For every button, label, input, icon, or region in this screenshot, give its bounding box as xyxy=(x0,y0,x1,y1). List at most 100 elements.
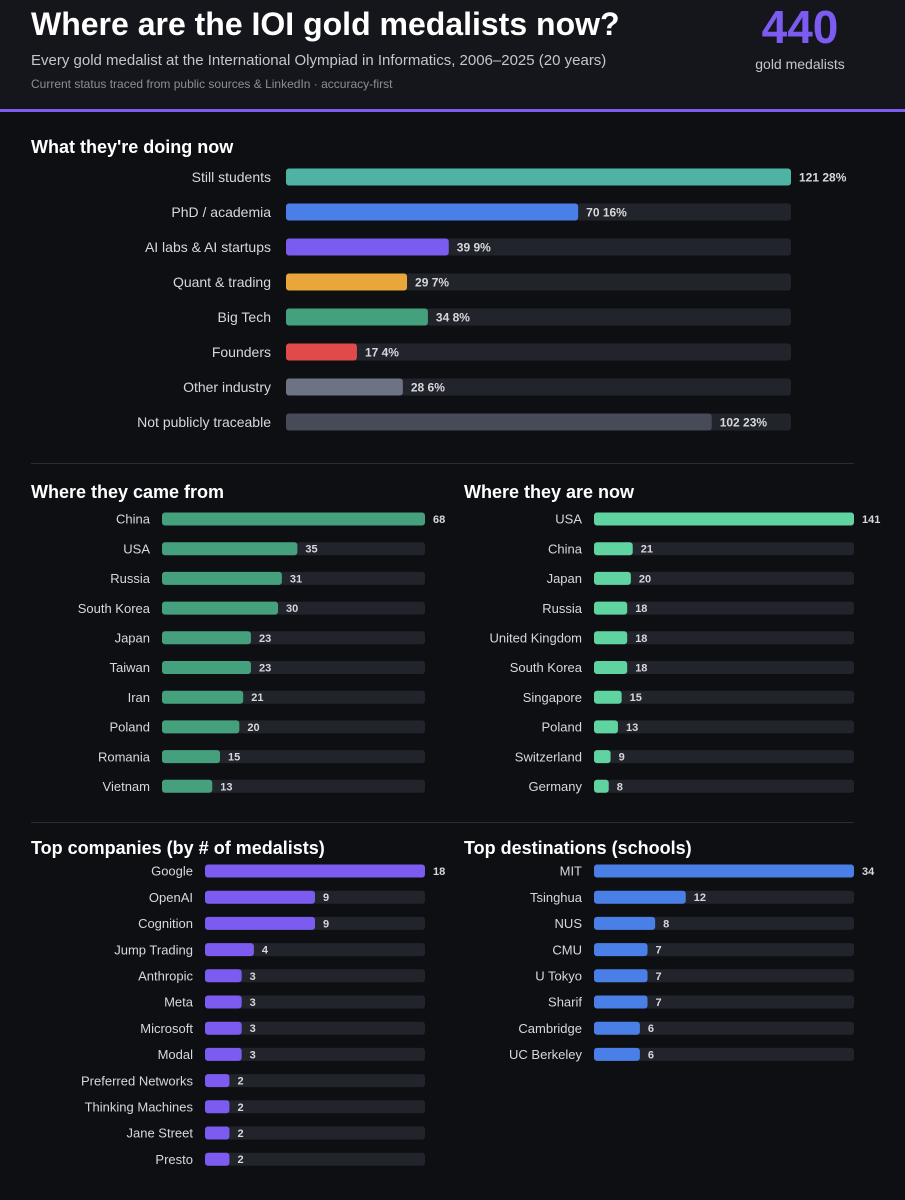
bar xyxy=(594,916,656,930)
bar xyxy=(162,601,279,615)
category-label: Tsinghua xyxy=(530,890,583,905)
bar xyxy=(286,273,408,291)
value-label: 2 xyxy=(237,1076,243,1088)
schools-chart: MIT 34 Tsinghua 12 NUS 8 CMU 7 U Tokyo 7 Sharif 7 Ca… xyxy=(509,864,875,1062)
category-label: Anthropic xyxy=(138,968,193,983)
bar-track xyxy=(594,542,854,556)
value-label: 102 23% xyxy=(720,415,768,429)
value-label: 29 7% xyxy=(415,275,449,289)
category-label: USA xyxy=(555,512,582,527)
category-label: Germany xyxy=(529,779,583,794)
bar xyxy=(286,168,791,186)
value-label: 7 xyxy=(656,971,662,983)
bar xyxy=(205,1047,242,1061)
category-label: Romania xyxy=(98,749,151,764)
category-label: Jump Trading xyxy=(114,942,193,957)
bar-track xyxy=(286,343,791,361)
category-label: Iran xyxy=(128,690,150,705)
bar xyxy=(594,779,609,793)
category-label: Poland xyxy=(542,720,582,735)
bar xyxy=(594,631,628,645)
value-label: 23 xyxy=(259,662,271,674)
page-header: Where are the IOI gold medalists now? Ev… xyxy=(0,0,905,112)
bar xyxy=(162,571,282,585)
bar xyxy=(205,890,315,904)
bar xyxy=(205,1152,230,1166)
section-title-doing: What they're doing now xyxy=(31,137,234,157)
value-label: 7 xyxy=(656,997,662,1009)
bar-track xyxy=(594,571,854,585)
value-label: 18 xyxy=(635,633,647,645)
section-title-came-from: Where they came from xyxy=(31,482,225,502)
bar-track xyxy=(205,1047,425,1061)
bar-track xyxy=(162,779,425,793)
kpi-label: gold medalists xyxy=(755,56,845,72)
value-label: 7 xyxy=(656,945,662,957)
category-label: Vietnam xyxy=(103,779,150,794)
value-label: 18 xyxy=(433,866,445,878)
value-label: 30 xyxy=(286,603,298,615)
value-label: 9 xyxy=(323,892,329,904)
bar xyxy=(594,720,618,734)
bar-track xyxy=(205,1126,425,1140)
category-label: OpenAI xyxy=(149,890,193,905)
value-label: 2 xyxy=(237,1154,243,1166)
value-label: 3 xyxy=(250,1023,256,1035)
category-label: U Tokyo xyxy=(535,968,582,983)
bar xyxy=(162,631,251,645)
value-label: 13 xyxy=(626,722,638,734)
bar-track xyxy=(594,943,854,957)
bar xyxy=(162,512,425,526)
value-label: 18 xyxy=(635,662,647,674)
bar xyxy=(205,995,242,1009)
category-label: PhD / academia xyxy=(171,204,271,220)
bar xyxy=(594,969,648,983)
bar xyxy=(205,1021,242,1035)
divider xyxy=(31,822,854,823)
value-label: 18 xyxy=(635,603,647,615)
category-label: Singapore xyxy=(523,690,582,705)
bar-track xyxy=(594,916,854,930)
bar xyxy=(594,690,622,704)
bar xyxy=(205,916,315,930)
source-note: Current status traced from public source… xyxy=(31,77,393,91)
value-label: 4 xyxy=(262,945,269,957)
category-label: Presto xyxy=(155,1152,193,1167)
bar-track xyxy=(594,661,854,674)
bar xyxy=(594,1047,640,1061)
value-label: 34 8% xyxy=(436,310,470,324)
category-label: USA xyxy=(123,541,150,556)
value-label: 9 xyxy=(619,752,625,764)
category-label: Cognition xyxy=(138,916,193,931)
value-label: 39 9% xyxy=(457,240,491,254)
value-label: 2 xyxy=(237,1102,243,1114)
companies-chart: Google 18 OpenAI 9 Cognition 9 Jump Trading 4 An… xyxy=(81,864,445,1167)
value-label: 3 xyxy=(250,971,256,983)
value-label: 17 4% xyxy=(365,345,399,359)
bar xyxy=(594,601,628,615)
section-title-companies: Top companies (by # of medalists) xyxy=(31,838,325,858)
bar xyxy=(162,750,221,764)
category-label: Microsoft xyxy=(140,1021,193,1036)
section-title-schools: Top destinations (schools) xyxy=(464,838,692,858)
bar-track xyxy=(594,750,854,764)
bar xyxy=(286,413,712,431)
bar xyxy=(594,943,648,957)
category-label: United Kingdom xyxy=(490,630,583,645)
category-label: Japan xyxy=(547,571,582,586)
bar xyxy=(594,661,628,674)
value-label: 9 xyxy=(323,918,329,930)
are-now-chart: USA 141 China 21 Japan 20 Russia 18 United Kingd… xyxy=(490,512,881,794)
page-title: Where are the IOI gold medalists now? xyxy=(31,6,620,42)
page-subtitle: Every gold medalist at the International… xyxy=(31,52,607,69)
bar xyxy=(286,378,403,396)
bar-track xyxy=(162,750,425,764)
category-label: Thinking Machines xyxy=(85,1099,194,1114)
value-label: 8 xyxy=(617,781,623,793)
category-label: Not publicly traceable xyxy=(137,414,271,430)
category-label: Preferred Networks xyxy=(81,1073,193,1088)
bar xyxy=(286,343,357,361)
category-label: NUS xyxy=(555,916,583,931)
value-label: 23 xyxy=(259,633,271,645)
bar xyxy=(205,1100,230,1114)
